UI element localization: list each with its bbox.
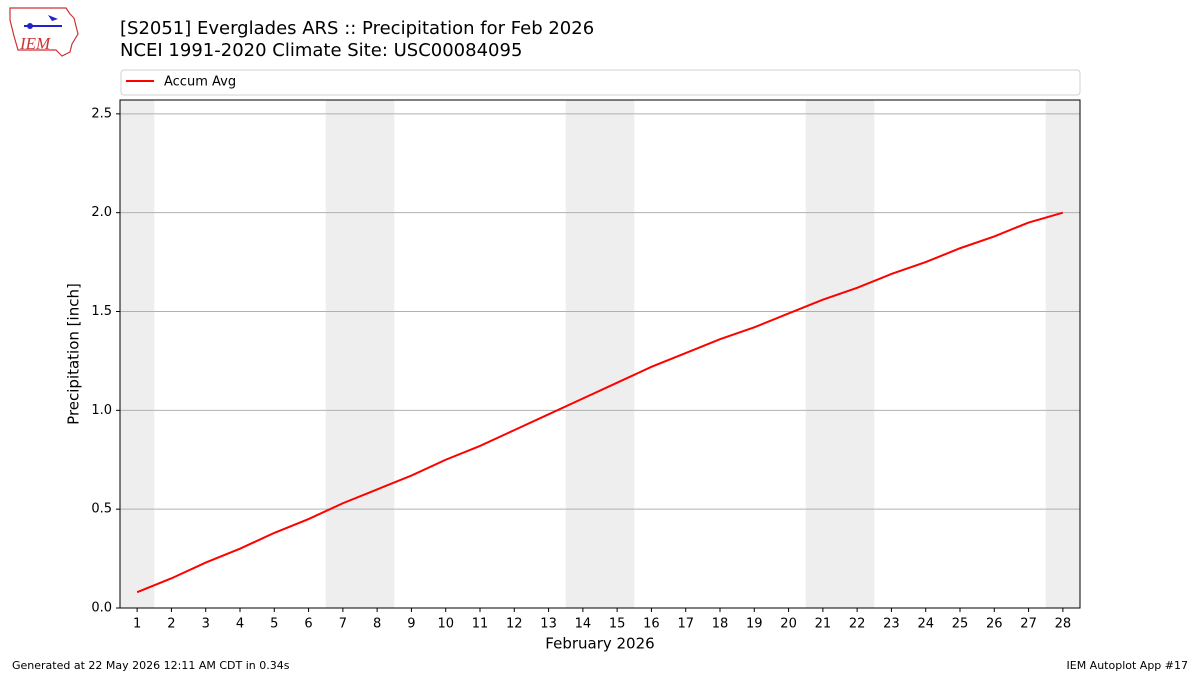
x-tick-label: 15 xyxy=(609,617,626,632)
x-tick-label: 7 xyxy=(339,617,347,632)
x-tick-label: 1 xyxy=(133,617,141,632)
x-tick-label: 10 xyxy=(437,617,454,632)
y-tick-label: 2.5 xyxy=(91,106,112,121)
x-tick-label: 27 xyxy=(1020,617,1037,632)
x-tick-label: 23 xyxy=(883,617,900,632)
y-tick-label: 1.0 xyxy=(91,403,112,418)
x-tick-label: 8 xyxy=(373,617,381,632)
shaded-day xyxy=(325,100,360,608)
shaded-day xyxy=(1045,100,1080,608)
x-tick-label: 22 xyxy=(849,617,866,632)
shaded-day xyxy=(360,100,395,608)
logo-icon xyxy=(48,15,58,21)
plot-frame xyxy=(119,99,1081,609)
legend-box xyxy=(120,69,1081,96)
x-tick-label: 25 xyxy=(952,617,969,632)
legend-label: Accum Avg xyxy=(164,75,236,90)
y-tick-label: 1.5 xyxy=(91,304,112,319)
x-tick-label: 9 xyxy=(407,617,415,632)
x-tick-label: 17 xyxy=(677,617,694,632)
x-tick-label: 20 xyxy=(780,617,797,632)
shaded-day xyxy=(805,100,840,608)
x-tick-label: 21 xyxy=(815,617,832,632)
shaded-day xyxy=(840,100,875,608)
shaded-day xyxy=(565,100,600,608)
x-tick-label: 28 xyxy=(1055,617,1072,632)
footer-right: IEM Autoplot App #17 xyxy=(1067,659,1189,672)
shaded-day xyxy=(120,100,155,608)
x-tick-label: 12 xyxy=(506,617,523,632)
x-tick-label: 6 xyxy=(304,617,312,632)
x-tick-label: 18 xyxy=(712,617,729,632)
plot: 0.00.51.01.52.02.51 2 3 4 5 6 7 8 9 10 11 12 13 14 15 1… xyxy=(91,69,1081,632)
y-axis-label: Precipitation [inch] xyxy=(65,283,83,425)
x-tick-label: 5 xyxy=(270,617,278,632)
x-tick-label: 19 xyxy=(746,617,763,632)
logo-text: IEM xyxy=(19,34,51,53)
shaded-day xyxy=(600,100,635,608)
y-tick-label: 0.5 xyxy=(91,502,112,517)
logo: IEM xyxy=(9,7,79,57)
x-tick-label: 14 xyxy=(575,617,592,632)
x-axis-label: February 2026 xyxy=(545,635,654,653)
x-tick-label: 26 xyxy=(986,617,1003,632)
data-line xyxy=(136,211,1064,594)
y-tick-label: 2.0 xyxy=(91,205,112,220)
footer-left: Generated at 22 May 2026 12:11 AM CDT in… xyxy=(12,659,290,672)
x-tick-label: 11 xyxy=(472,617,489,632)
x-tick-label: 13 xyxy=(540,617,557,632)
x-tick-label: 16 xyxy=(643,617,660,632)
x-tick-label: 24 xyxy=(917,617,934,632)
x-tick-label: 4 xyxy=(236,617,244,632)
logo-outline xyxy=(9,7,79,57)
logo-icon xyxy=(27,23,33,29)
chart-subtitle: NCEI 1991-2020 Climate Site: USC00084095 xyxy=(120,40,522,61)
chart-title: [S2051] Everglades ARS :: Precipitation … xyxy=(120,18,594,39)
x-tick-label: 3 xyxy=(202,617,210,632)
x-tick-label: 2 xyxy=(167,617,175,632)
y-tick-label: 0.0 xyxy=(91,601,112,616)
